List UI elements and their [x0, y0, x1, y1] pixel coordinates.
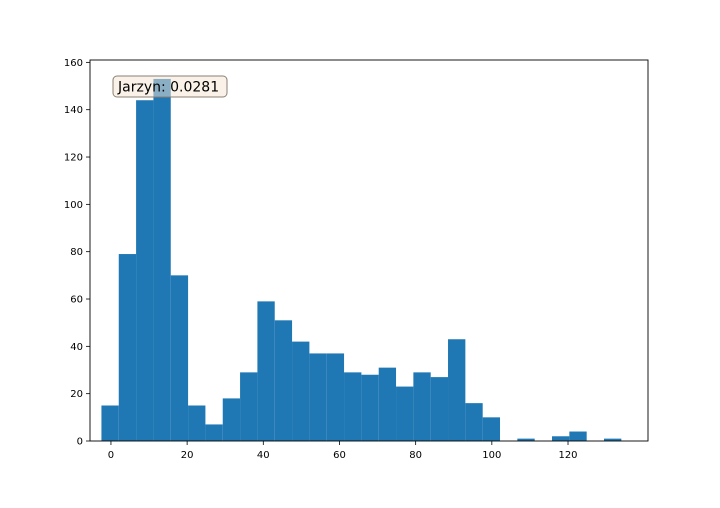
x-tick-label: 60: [333, 450, 346, 461]
histogram-bar: [569, 431, 587, 441]
histogram-bar: [465, 403, 483, 441]
y-tick-label: 20: [70, 389, 83, 400]
histogram-bar: [292, 341, 310, 441]
histogram-bar: [361, 374, 379, 441]
histogram-bar: [396, 386, 414, 441]
y-tick-label: 80: [70, 247, 83, 258]
histogram-bar: [378, 367, 397, 441]
histogram-bar: [136, 100, 154, 441]
x-tick-label: 20: [181, 450, 194, 461]
y-tick-label: 140: [64, 105, 83, 116]
x-tick-label: 120: [558, 450, 577, 461]
x-tick-label: 80: [409, 450, 422, 461]
x-tick-label: 100: [482, 450, 501, 461]
histogram-bar: [257, 301, 275, 441]
histogram-bar: [205, 424, 223, 441]
plot-frame: [89, 59, 649, 442]
histogram-bar: [517, 438, 535, 441]
y-tick-label: 120: [64, 153, 83, 164]
histogram-bar: [552, 436, 570, 441]
x-tick-label: 0: [108, 450, 114, 461]
histogram-bar: [118, 254, 137, 441]
histogram-bar: [170, 275, 189, 441]
axes: 0 20 40 60 80 100 120 0 20 40 60 80 100 120 140 160: [64, 58, 649, 461]
histogram-bar: [222, 398, 241, 441]
histogram-bar: [240, 372, 258, 441]
histogram-bar: [430, 377, 449, 441]
histogram-bar: [482, 417, 501, 441]
y-tick-label: 100: [64, 200, 83, 211]
histogram-bar: [188, 405, 206, 441]
annotation-text: Jarzyn: 0.0281: [117, 80, 219, 96]
histogram-bar: [413, 372, 431, 441]
x-tick-label: 40: [257, 450, 270, 461]
histogram-bar: [309, 353, 327, 441]
y-tick-label: 0: [77, 437, 83, 448]
y-tick-label: 40: [70, 342, 83, 353]
histogram-bars: [101, 78, 622, 442]
histogram-bar: [344, 372, 362, 441]
histogram-bar: [274, 320, 293, 441]
histogram-bar: [153, 78, 171, 442]
annotation-background: [112, 75, 228, 98]
histogram-bar: [101, 405, 119, 441]
y-tick-label: 60: [70, 295, 83, 306]
y-tick-label: 160: [64, 58, 83, 69]
histogram-bar: [326, 353, 345, 441]
histogram-bar: [448, 339, 466, 441]
histogram-bar: [604, 438, 622, 441]
annotation-box: Jarzyn: 0.0281: [112, 75, 228, 98]
